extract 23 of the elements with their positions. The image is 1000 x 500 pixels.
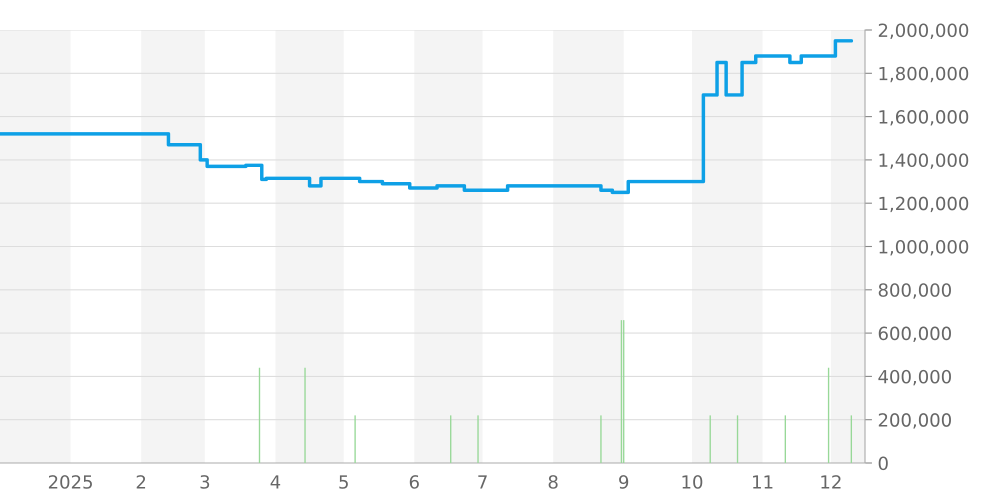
- x-tick-label: 2025: [48, 475, 92, 489]
- y-tick-label: 1,600,000: [879, 110, 968, 126]
- y-tick-label: 600,000: [878, 326, 951, 342]
- x-tick-label: 7: [478, 475, 487, 489]
- x-tick-label: 12: [821, 475, 841, 489]
- y-tick-label: 400,000: [878, 370, 951, 386]
- x-tick-label: 10: [682, 475, 702, 489]
- x-tick-label: 11: [753, 475, 772, 489]
- x-tick-label: 3: [200, 475, 210, 489]
- x-tick-label: 2: [136, 475, 146, 489]
- x-tick-label: 4: [270, 475, 280, 489]
- y-tick-label: 2,000,000: [878, 23, 968, 39]
- y-tick-label: 0: [878, 456, 888, 470]
- y-tick-label: 1,200,000: [879, 196, 968, 212]
- y-tick-label: 800,000: [878, 283, 951, 299]
- y-tick-label: 1,800,000: [879, 66, 968, 82]
- y-tick-label: 200,000: [878, 413, 951, 429]
- x-tick-label: 5: [339, 475, 348, 489]
- x-tick-label: 8: [548, 475, 558, 489]
- y-tick-label: 1,000,000: [879, 240, 968, 256]
- y-tick-label: 1,400,000: [879, 153, 968, 169]
- x-tick-label: 9: [619, 475, 628, 489]
- x-tick-label: 6: [410, 475, 419, 489]
